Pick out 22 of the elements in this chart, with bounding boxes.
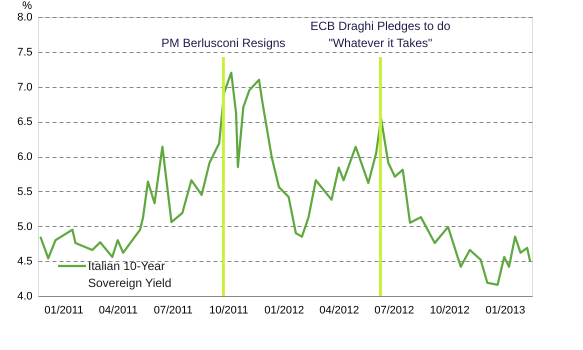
y-tick-label: 6.0: [17, 151, 32, 163]
y-axis-title: %: [22, 0, 32, 12]
y-tick-label: 6.5: [17, 116, 32, 128]
y-tick-label: 5.0: [17, 220, 32, 233]
x-tick-label: 07/2012: [374, 304, 414, 316]
x-tick-label: 04/2012: [319, 304, 360, 316]
x-tick-label: 07/2011: [154, 304, 193, 316]
legend-label: Italian 10-Year Sovereign Yield: [88, 259, 172, 290]
y-tick-label: 7.5: [17, 46, 32, 58]
x-tick-label: 01/2013: [485, 304, 526, 316]
y-tick-label: 4.0: [17, 290, 32, 302]
y-tick-label: 8.0: [17, 12, 32, 24]
x-tick-label: 01/2012: [264, 304, 304, 316]
x-tick-label: 01/2011: [44, 304, 84, 316]
x-tick-label: 04/2011: [98, 304, 138, 316]
x-tick-label: 10/2012: [430, 304, 470, 316]
y-tick-label: 7.0: [17, 81, 32, 94]
ref-line-label: ECB Draghi Pledges to do "Whatever it Takes": [310, 19, 451, 50]
ref-line-label: PM Berlusconi Resigns: [161, 36, 286, 50]
y-tick-label: 5.5: [17, 186, 32, 198]
x-tick-label: 10/2011: [209, 304, 248, 316]
y-tick-label: 4.5: [17, 256, 32, 268]
